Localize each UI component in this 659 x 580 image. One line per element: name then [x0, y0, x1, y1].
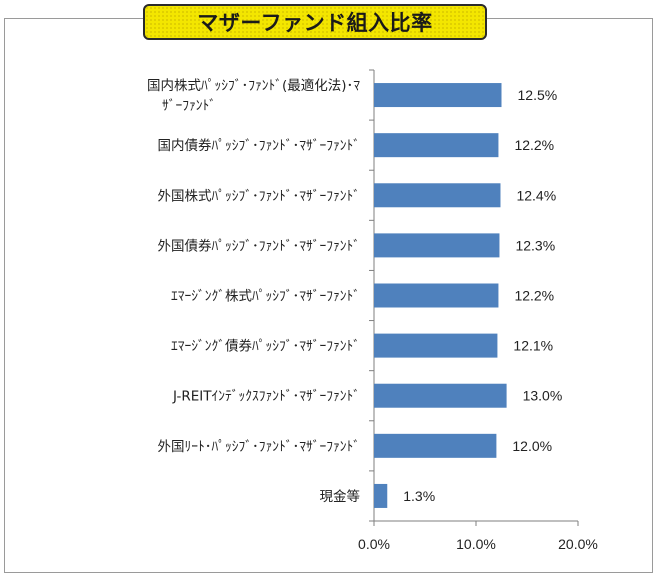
data-label: 12.1%	[513, 338, 553, 354]
bar	[374, 83, 502, 108]
category-label: 国内債券ﾊﾟｯｼﾌﾞ･ﾌｧﾝﾄﾞ･ﾏｻﾞｰﾌｧﾝﾄﾞ	[158, 138, 361, 154]
bar	[374, 283, 499, 308]
chart-frame	[4, 18, 653, 573]
chart-title: マザーファンド組入比率	[197, 11, 433, 35]
data-label: 12.2%	[514, 288, 554, 304]
category-label: 現金等	[320, 488, 361, 505]
data-label: 13.0%	[523, 388, 563, 404]
category-label: ｴﾏｰｼﾞﾝｸﾞ株式ﾊﾟｯｼﾌﾞ･ﾏｻﾞｰﾌｧﾝﾄﾞ	[171, 289, 360, 305]
data-label: 1.3%	[403, 488, 435, 504]
category-label: J-REITｲﾝﾃﾞｯｸｽﾌｧﾝﾄﾞ･ﾏｻﾞｰﾌｧﾝﾄﾞ	[172, 389, 360, 405]
data-label: 12.5%	[518, 87, 558, 103]
bar	[374, 133, 499, 158]
x-tick-label: 0.0%	[358, 536, 390, 552]
category-label: ｴﾏｰｼﾞﾝｸﾞ債券ﾊﾟｯｼﾌﾞ･ﾏｻﾞｰﾌｧﾝﾄﾞ	[171, 339, 360, 355]
x-tick-label: 20.0%	[558, 536, 598, 552]
bar	[374, 433, 497, 458]
category-label: 外国債券ﾊﾟｯｼﾌﾞ･ﾌｧﾝﾄﾞ･ﾏｻﾞｰﾌｧﾝﾄﾞ	[158, 238, 361, 254]
category-label: ｻﾞｰﾌｧﾝﾄﾞ	[162, 98, 216, 114]
bar	[374, 333, 498, 358]
bar	[374, 183, 501, 208]
bar	[374, 233, 500, 258]
bar	[374, 483, 388, 508]
data-label: 12.0%	[512, 438, 552, 454]
category-label: 外国株式ﾊﾟｯｼﾌﾞ･ﾌｧﾝﾄﾞ･ﾏｻﾞｰﾌｧﾝﾄﾞ	[158, 188, 361, 204]
data-label: 12.2%	[514, 137, 554, 153]
category-label: 外国ﾘｰﾄ･ﾊﾟｯｼﾌﾞ･ﾌｧﾝﾄﾞ･ﾏｻﾞｰﾌｧﾝﾄﾞ	[158, 439, 361, 455]
chart-title-box: マザーファンド組入比率	[143, 4, 487, 40]
bar	[374, 383, 507, 408]
data-label: 12.4%	[516, 187, 556, 203]
category-label: 国内株式ﾊﾟｯｼﾌﾞ･ﾌｧﾝﾄﾞ(最適化法)･ﾏ	[147, 77, 360, 94]
x-tick-label: 10.0%	[456, 536, 496, 552]
data-label: 12.3%	[515, 237, 555, 253]
